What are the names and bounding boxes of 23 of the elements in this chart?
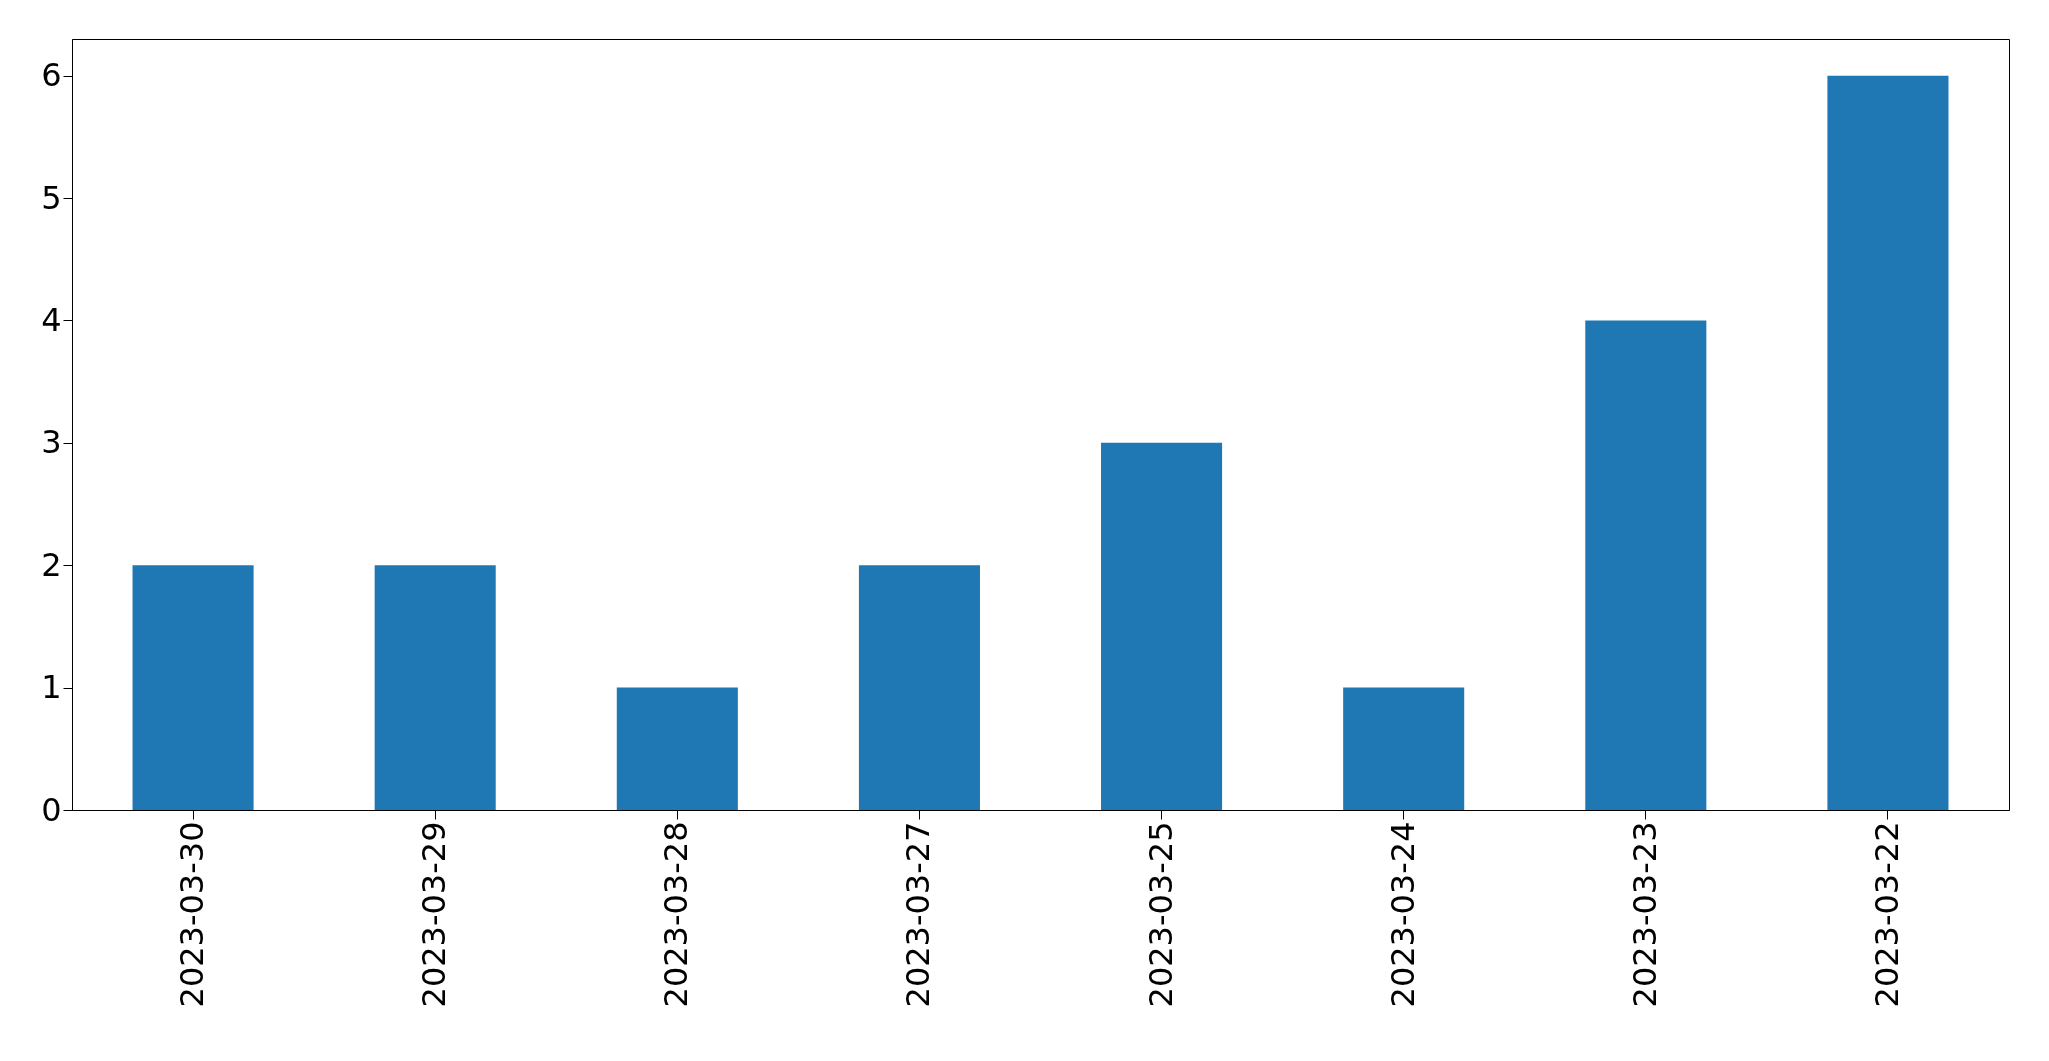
y-tick-label: 0: [41, 790, 62, 829]
x-tick-label: 2023-03-28: [657, 821, 696, 1008]
y-tick-label: 5: [41, 178, 62, 217]
bar: [1827, 75, 1949, 810]
x-tick-label: 2023-03-30: [173, 821, 212, 1008]
y-tick-label: 6: [41, 56, 62, 95]
x-tick-label: 2023-03-24: [1383, 821, 1422, 1008]
x-tick-label: 2023-03-25: [1141, 821, 1180, 1008]
bar: [1343, 687, 1465, 810]
y-tick-label: 4: [41, 300, 62, 339]
bar: [374, 565, 496, 810]
bar: [1585, 320, 1707, 810]
y-tick-label: 1: [41, 668, 62, 707]
bar: [1101, 442, 1223, 810]
bar: [616, 687, 738, 810]
x-tick-label: 2023-03-29: [415, 821, 454, 1008]
y-tick-label: 3: [41, 423, 62, 462]
x-tick-label: 2023-03-22: [1867, 821, 1906, 1008]
y-tick-label: 2: [41, 545, 62, 584]
x-tick-label: 2023-03-27: [899, 821, 938, 1008]
x-tick-label: 2023-03-23: [1625, 821, 1664, 1008]
bar: [858, 565, 980, 810]
bar: [132, 565, 254, 810]
